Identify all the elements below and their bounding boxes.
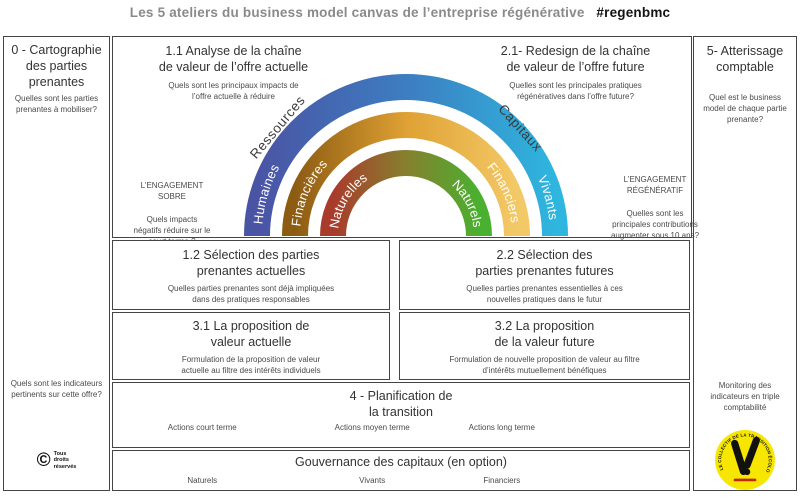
section-4-heading: 4 - Planification de la transition — [349, 389, 453, 419]
panel-cartographie: 0 - Cartographie des parties prenantes Q… — [3, 36, 110, 491]
logo-url — [733, 478, 757, 482]
logo-v-right-stroke — [743, 436, 760, 469]
section-3-2: 3.2 La proposition de la valeur future F… — [399, 312, 690, 380]
section-2-1-heading: 2.1- Redesign de la chaîne de valeur de … — [500, 44, 651, 74]
label-capitaux-financiers: Financiers — [483, 476, 521, 485]
section-gouvernance-heading: Gouvernance des capitaux (en option) — [295, 455, 507, 469]
section-3-2-heading: 3.2 La proposition de la valeur future — [494, 319, 595, 349]
section-3-1: 3.1 La proposition de valeur actuelle Fo… — [112, 312, 390, 380]
label-actions-moyen-terme: Actions moyen terme — [334, 423, 410, 432]
panel-indicators-question: Quels sont les indicateurs pertinents su… — [10, 379, 103, 400]
section-1-1-question: Quels sont les principaux impacts de l’o… — [168, 81, 299, 102]
copyright-text: Tous droits réservés — [53, 451, 77, 470]
section-2-1: 2.1- Redesign de la chaîne de valeur de … — [463, 43, 688, 102]
panel-cartographie-heading: 0 - Cartographie des parties prenantes — [11, 43, 102, 89]
section-4-planification: 4 - Planification de la transition Actio… — [112, 382, 690, 448]
page-title: Les 5 ateliers du business model canvas … — [0, 5, 800, 20]
panel-monitoring-note: Monitoring des indicateurs en triple com… — [710, 381, 780, 413]
rainbow-arch: Humaines Vivants Financières Financiers … — [244, 74, 568, 236]
rainbow-band-outer — [244, 74, 568, 236]
section-1-1: 1.1 Analyse de la chaîne de valeur de l’… — [121, 43, 346, 102]
section-gouvernance: Gouvernance des capitaux (en option) Nat… — [112, 450, 690, 491]
rainbow-band-inner — [320, 150, 492, 236]
section-2-2-question: Quelles parties prenantes essentielles à… — [466, 284, 623, 305]
panel-atterissage-question: Quel est le business model de chaque par… — [703, 93, 787, 125]
engagement-sobre: L’ENGAGEMENT SOBRE Quels impacts négatif… — [113, 169, 231, 247]
panel-atterissage: 5- Atterissage comptable Quel est le bus… — [693, 36, 797, 491]
section-1-1-heading: 1.1 Analyse de la chaîne de valeur de l’… — [158, 44, 309, 74]
copyright-mark: © Tous droits réservés — [4, 451, 109, 470]
copyright-icon: © — [36, 450, 51, 471]
logo-v-left-stroke — [731, 439, 748, 475]
section-3-1-question: Formulation de la proposition de valeur … — [181, 355, 321, 376]
section-value-chain: Humaines Vivants Financières Financiers … — [112, 36, 699, 246]
panel-cartographie-question: Quelles sont les parties prenantes à mob… — [14, 94, 99, 115]
panel-atterissage-heading: 5- Atterissage comptable — [706, 44, 784, 74]
engagement-regeneratif-question: Quelles sont les principales contributio… — [610, 208, 700, 241]
section-3-2-question: Formulation de nouvelle proposition de v… — [449, 355, 640, 376]
section-2-2: 2.2 Sélection des parties prenantes futu… — [399, 240, 690, 310]
section-3-1-heading: 3.1 La proposition de valeur actuelle — [192, 319, 310, 349]
section-1-2-heading: 1.2 Sélection des parties prenantes actu… — [182, 248, 320, 278]
label-capitaux-naturels: Naturels — [187, 476, 218, 485]
logo-v-dot — [743, 468, 751, 476]
page-title-hashtag: #regenbmc — [596, 5, 671, 20]
engagement-regeneratif: L’ENGAGEMENT RÉGÉNÉRATIF Quelles sont le… — [595, 163, 715, 241]
engagement-regeneratif-title: L’ENGAGEMENT RÉGÉNÉRATIF — [623, 175, 687, 196]
rainbow-band-middle — [282, 112, 530, 236]
section-2-2-heading: 2.2 Sélection des parties prenantes futu… — [475, 248, 614, 278]
label-capitaux-vivants: Vivants — [359, 476, 386, 485]
engagement-sobre-title: L’ENGAGEMENT SOBRE — [140, 181, 204, 202]
label-actions-court-terme: Actions court terme — [167, 423, 237, 432]
section-1-2-question: Quelles parties prenantes sont déjà impl… — [167, 284, 335, 305]
page-title-main: Les 5 ateliers du business model canvas … — [129, 5, 585, 20]
collectif-logo: LE COLLECTIF DE LA TRANSITION ÉCOLOGIQUE — [714, 429, 775, 490]
section-1-2: 1.2 Sélection des parties prenantes actu… — [112, 240, 390, 310]
collectif-logo-circle — [715, 430, 775, 490]
label-actions-long-terme: Actions long terme — [468, 423, 535, 432]
section-2-1-question: Quelles sont les principales pratiques r… — [509, 81, 642, 102]
